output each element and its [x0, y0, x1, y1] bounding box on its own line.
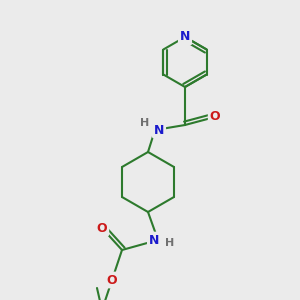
- Text: O: O: [97, 221, 107, 235]
- Text: N: N: [149, 233, 159, 247]
- Text: N: N: [154, 124, 164, 136]
- Text: N: N: [180, 31, 190, 44]
- Text: O: O: [107, 274, 117, 286]
- Text: O: O: [210, 110, 220, 124]
- Text: H: H: [140, 118, 150, 128]
- Text: H: H: [165, 238, 175, 248]
